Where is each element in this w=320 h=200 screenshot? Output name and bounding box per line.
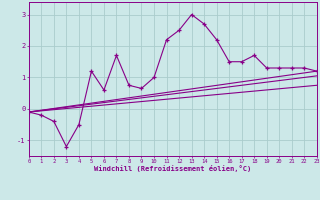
X-axis label: Windchill (Refroidissement éolien,°C): Windchill (Refroidissement éolien,°C) <box>94 165 252 172</box>
